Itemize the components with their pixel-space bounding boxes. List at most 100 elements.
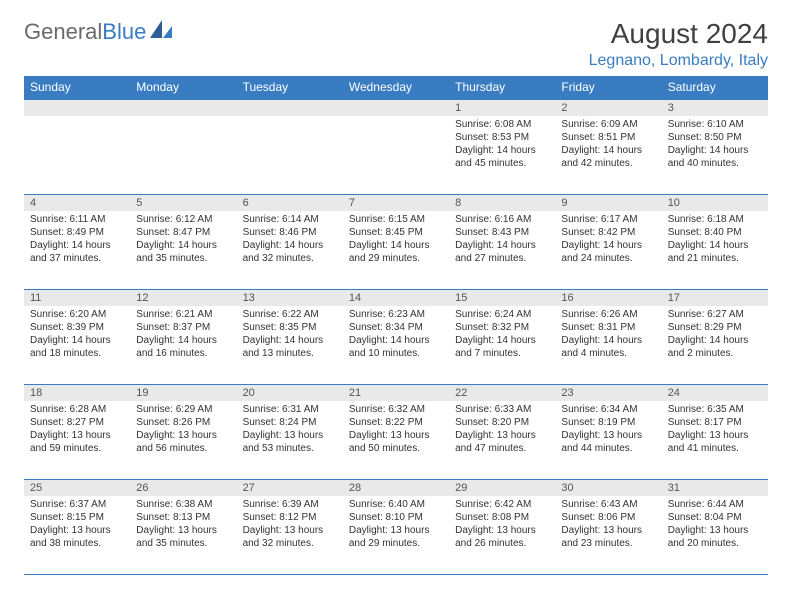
detail-line: Daylight: 13 hours (349, 524, 443, 537)
weekday-header: Saturday (662, 76, 768, 99)
detail-line: and 27 minutes. (455, 252, 549, 265)
calendar-week: 18Sunrise: 6:28 AMSunset: 8:27 PMDayligh… (24, 385, 768, 480)
detail-line: Sunrise: 6:09 AM (561, 118, 655, 131)
calendar-cell: 6Sunrise: 6:14 AMSunset: 8:46 PMDaylight… (237, 195, 343, 290)
calendar-cell (237, 99, 343, 195)
detail-line: Sunrise: 6:08 AM (455, 118, 549, 131)
detail-line: Daylight: 13 hours (561, 429, 655, 442)
detail-line: and 50 minutes. (349, 442, 443, 455)
detail-line: Sunset: 8:51 PM (561, 131, 655, 144)
detail-line: Sunrise: 6:32 AM (349, 403, 443, 416)
detail-line: Sunrise: 6:44 AM (668, 498, 762, 511)
day-number: 1 (449, 100, 555, 116)
detail-line: Sunset: 8:26 PM (136, 416, 230, 429)
detail-line: Sunrise: 6:31 AM (243, 403, 337, 416)
day-number: 7 (343, 195, 449, 211)
day-detail: Sunrise: 6:37 AMSunset: 8:15 PMDaylight:… (24, 496, 130, 554)
calendar-cell: 5Sunrise: 6:12 AMSunset: 8:47 PMDaylight… (130, 195, 236, 290)
detail-line: and 38 minutes. (30, 537, 124, 550)
detail-line: and 59 minutes. (30, 442, 124, 455)
day-number: 16 (555, 290, 661, 306)
detail-line: Daylight: 14 hours (455, 144, 549, 157)
detail-line: Sunset: 8:46 PM (243, 226, 337, 239)
detail-line: Daylight: 14 hours (136, 239, 230, 252)
detail-line: Sunrise: 6:12 AM (136, 213, 230, 226)
detail-line: Daylight: 13 hours (668, 524, 762, 537)
detail-line: Sunrise: 6:21 AM (136, 308, 230, 321)
detail-line: Sunrise: 6:18 AM (668, 213, 762, 226)
weekday-header: Wednesday (343, 76, 449, 99)
calendar-cell: 8Sunrise: 6:16 AMSunset: 8:43 PMDaylight… (449, 195, 555, 290)
detail-line: Daylight: 14 hours (668, 239, 762, 252)
calendar-cell (24, 99, 130, 195)
detail-line: Sunrise: 6:16 AM (455, 213, 549, 226)
calendar-cell: 16 Sunrise: 6:26 AMSunset: 8:31 PMDayligh… (555, 290, 661, 385)
calendar-cell: 21Sunrise: 6:32 AMSunset: 8:22 PMDayligh… (343, 385, 449, 480)
detail-line: and 20 minutes. (668, 537, 762, 550)
detail-line: and 2 minutes. (668, 347, 762, 360)
day-detail: Sunrise: 6:09 AMSunset: 8:51 PMDaylight:… (555, 116, 661, 174)
detail-line: and 4 minutes. (561, 347, 655, 360)
logo-word-blue: Blue (102, 19, 146, 44)
day-number: 25 (24, 480, 130, 496)
detail-line: Sunset: 8:53 PM (455, 131, 549, 144)
calendar-cell: 25Sunrise: 6:37 AMSunset: 8:15 PMDayligh… (24, 480, 130, 575)
detail-line: Sunset: 8:39 PM (30, 321, 124, 334)
detail-line: Sunrise: 6:20 AM (30, 308, 124, 321)
detail-line: and 32 minutes. (243, 252, 337, 265)
calendar-cell: 12Sunrise: 6:21 AMSunset: 8:37 PMDayligh… (130, 290, 236, 385)
detail-line: and 24 minutes. (561, 252, 655, 265)
detail-line: Sunset: 8:31 PM (561, 321, 655, 334)
detail-line: Sunrise: 6:28 AM (30, 403, 124, 416)
day-number: 27 (237, 480, 343, 496)
day-number-empty (237, 100, 343, 116)
detail-line: Sunrise: 6:26 AM (561, 308, 655, 321)
detail-line: Daylight: 13 hours (30, 429, 124, 442)
detail-line: and 44 minutes. (561, 442, 655, 455)
calendar-cell: 19Sunrise: 6:29 AMSunset: 8:26 PMDayligh… (130, 385, 236, 480)
day-number: 3 (662, 100, 768, 116)
calendar-cell: 26Sunrise: 6:38 AMSunset: 8:13 PMDayligh… (130, 480, 236, 575)
calendar-cell: 18Sunrise: 6:28 AMSunset: 8:27 PMDayligh… (24, 385, 130, 480)
day-detail: Sunrise: 6:32 AMSunset: 8:22 PMDaylight:… (343, 401, 449, 459)
detail-line: and 18 minutes. (30, 347, 124, 360)
detail-line: Daylight: 14 hours (561, 334, 655, 347)
day-detail: Sunrise: 6:40 AMSunset: 8:10 PMDaylight:… (343, 496, 449, 554)
detail-line: Daylight: 14 hours (561, 144, 655, 157)
day-detail: Sunrise: 6:31 AMSunset: 8:24 PMDaylight:… (237, 401, 343, 459)
day-number-empty (343, 100, 449, 116)
detail-line: and 23 minutes. (561, 537, 655, 550)
calendar-week: 11Sunrise: 6:20 AMSunset: 8:39 PMDayligh… (24, 290, 768, 385)
day-number: 31 (662, 480, 768, 496)
calendar-cell: 15Sunrise: 6:24 AMSunset: 8:32 PMDayligh… (449, 290, 555, 385)
detail-line: and 35 minutes. (136, 537, 230, 550)
detail-line: Daylight: 13 hours (455, 524, 549, 537)
detail-line: Daylight: 14 hours (243, 334, 337, 347)
detail-line: Sunrise: 6:23 AM (349, 308, 443, 321)
calendar-cell: 13Sunrise: 6:22 AMSunset: 8:35 PMDayligh… (237, 290, 343, 385)
calendar-cell: 27Sunrise: 6:39 AMSunset: 8:12 PMDayligh… (237, 480, 343, 575)
calendar-cell: 30Sunrise: 6:43 AMSunset: 8:06 PMDayligh… (555, 480, 661, 575)
detail-line: Sunrise: 6:14 AM (243, 213, 337, 226)
calendar-cell: 10Sunrise: 6:18 AMSunset: 8:40 PMDayligh… (662, 195, 768, 290)
detail-line: Daylight: 14 hours (243, 239, 337, 252)
calendar-cell: 31Sunrise: 6:44 AMSunset: 8:04 PMDayligh… (662, 480, 768, 575)
day-number: 23 (555, 385, 661, 401)
weekday-header: Thursday (449, 76, 555, 99)
day-number: 5 (130, 195, 236, 211)
day-detail: Sunrise: 6:11 AMSunset: 8:49 PMDaylight:… (24, 211, 130, 269)
detail-line: Sunrise: 6:24 AM (455, 308, 549, 321)
day-detail: Sunrise: 6:44 AMSunset: 8:04 PMDaylight:… (662, 496, 768, 554)
calendar-cell: 1Sunrise: 6:08 AMSunset: 8:53 PMDaylight… (449, 99, 555, 195)
day-detail: Sunrise: 6:22 AMSunset: 8:35 PMDaylight:… (237, 306, 343, 364)
header-row: GeneralBlue August 2024 Legnano, Lombard… (24, 18, 768, 70)
detail-line: Sunrise: 6:35 AM (668, 403, 762, 416)
day-number: 30 (555, 480, 661, 496)
day-number: 19 (130, 385, 236, 401)
calendar-head: SundayMondayTuesdayWednesdayThursdayFrid… (24, 76, 768, 99)
detail-line: Daylight: 14 hours (136, 334, 230, 347)
day-detail: Sunrise: 6:34 AMSunset: 8:19 PMDaylight:… (555, 401, 661, 459)
detail-line: and 41 minutes. (668, 442, 762, 455)
day-detail: Sunrise: 6:08 AMSunset: 8:53 PMDaylight:… (449, 116, 555, 174)
detail-line: Daylight: 13 hours (668, 429, 762, 442)
